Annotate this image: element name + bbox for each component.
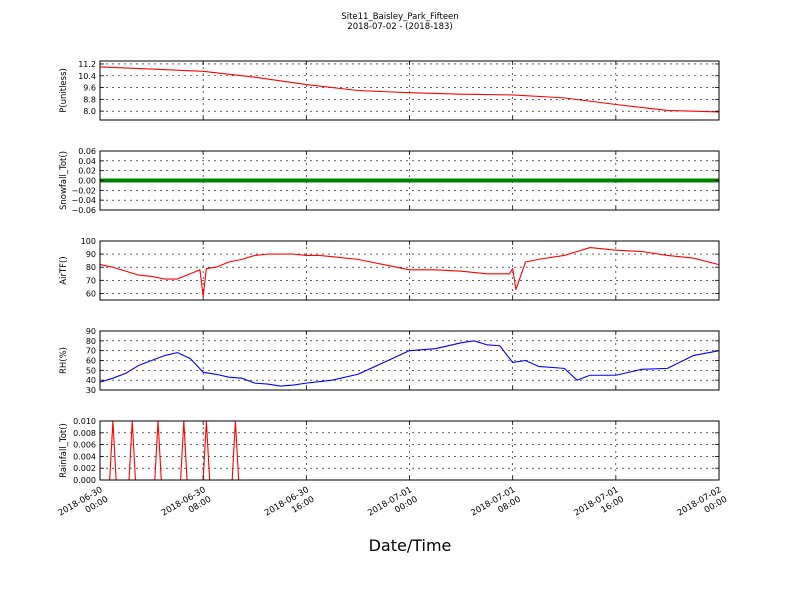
y-tick-label: 30 [86,386,96,395]
subplot-3: 60 70 80 90 100 AirTF() [59,237,720,301]
y-tick-label: 0.02 [78,167,96,176]
y-tick-label: 0.06 [78,147,96,156]
series-line [99,340,720,387]
y-tick-label: 80 [86,337,96,346]
y-tick-label: 8.0 [83,107,96,116]
y-tick-label: 60 [86,357,96,366]
y-tick-label: −0.04 [71,196,96,205]
axes-frame [99,60,720,121]
y-tick-label: 60 [86,289,96,298]
subplot-5: 0.000 0.002 0.004 0.006 0.008 0.010 Rainfall_T… [59,417,720,485]
y-tick-label: 0.04 [78,157,96,166]
axes-frame [99,240,720,301]
axes-frame [99,330,720,391]
y-tick-label: 100 [81,237,96,246]
y-axis-label: Rainfall_Tot() [59,423,69,478]
y-tick-label: 0.00 [78,177,96,186]
y-axis-label: RH(%) [59,347,69,374]
y-tick-label: 0.000 [73,476,96,485]
y-tick-label: 90 [86,327,96,336]
y-tick-label: 10.4 [78,72,96,81]
subplot-2: −0.06−0.04−0.020.000.020.040.06 Snowfall_… [59,147,720,215]
y-tick-label: 40 [86,376,96,385]
y-axis-label: AirTF() [59,256,69,284]
y-tick-label: 0.002 [73,464,96,473]
y-tick-label: 11.2 [78,60,96,69]
subplots: 8.0 8.8 9.6 10.4 11.2 P(unitless) −0.06−0.04−0… [59,60,720,485]
axes-frame [99,150,720,211]
series-line [99,66,720,113]
y-tick-label: 8.8 [83,95,96,104]
y-tick-label: 0.008 [73,429,96,438]
y-tick-label: 80 [86,263,96,272]
y-tick-label: 0.006 [73,441,96,450]
y-tick-label: 0.004 [73,452,96,461]
y-tick-label: −0.02 [71,186,96,195]
y-tick-label: 9.6 [83,84,96,93]
series-line [100,420,719,481]
figure-subtitle: 2018-07-02 - (2018-183) [347,22,452,32]
y-tick-label: 70 [86,276,96,285]
series-line [99,247,720,297]
y-tick-label: 50 [86,366,96,375]
figure-title: Site11_Baisley_Park_Fifteen [341,12,458,22]
y-tick-label: −0.06 [71,206,96,215]
y-axis-label: Snowfall_Tot() [59,151,69,210]
y-tick-label: 90 [86,250,96,259]
x-axis-label: Date/Time [369,536,452,555]
axes-frame [99,420,720,481]
subplot-1: 8.0 8.8 9.6 10.4 11.2 P(unitless) [59,60,720,121]
y-tick-label: 70 [86,347,96,356]
y-tick-label: 0.010 [73,417,96,426]
y-axis-label: P(unitless) [59,68,69,113]
